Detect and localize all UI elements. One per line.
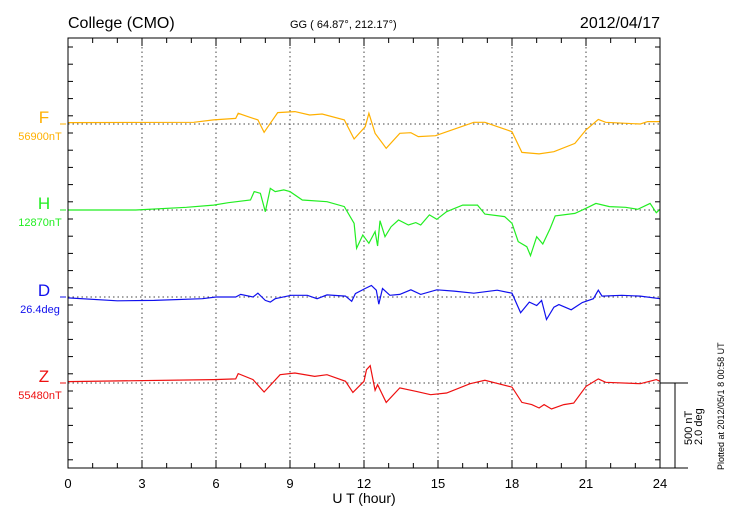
trace-name-z: Z: [39, 367, 49, 386]
trace-baseline-h: 12870nT: [18, 217, 62, 229]
x-tick-label: 9: [286, 476, 293, 491]
station-title: College (CMO): [68, 15, 175, 32]
scale-nt-label: 500 nT: [683, 410, 695, 445]
x-tick-label: 12: [357, 476, 371, 491]
trace-labels: F 56900nT H 12870nT D 26.4deg Z 55480nT: [18, 108, 66, 402]
x-tick-label: 15: [431, 476, 445, 491]
trace-h: [68, 187, 661, 258]
station-coords: GG ( 64.87°, 212.17°): [290, 19, 397, 31]
traces: [67, 110, 661, 410]
trace-name-d: D: [38, 281, 50, 300]
plotted-timestamp: Plotted at 2012/05/1 8 00:58 UT: [716, 342, 726, 470]
trace-name-h: H: [38, 194, 50, 213]
trace-d: [67, 284, 661, 322]
x-tick-label: 24: [653, 476, 667, 491]
trace-z: [67, 364, 661, 410]
x-tick-label: 18: [505, 476, 519, 491]
x-tick-label: 3: [138, 476, 145, 491]
x-tick-label: 0: [64, 476, 71, 491]
x-tick-label: 6: [212, 476, 219, 491]
date-title: 2012/04/17: [580, 15, 660, 32]
x-axis: 0 3 6 9 12 15 18 21 24: [64, 38, 667, 491]
trace-f: [67, 110, 660, 155]
trace-baseline-f: 56900nT: [18, 131, 62, 143]
scale-deg-label: 2.0 deg: [693, 408, 705, 445]
trace-baseline-d: 26.4deg: [20, 304, 60, 316]
trace-name-f: F: [39, 108, 49, 127]
x-axis-label: U T (hour): [332, 490, 395, 506]
trace-baseline-z: 55480nT: [18, 390, 62, 402]
x-tick-label: 21: [579, 476, 593, 491]
